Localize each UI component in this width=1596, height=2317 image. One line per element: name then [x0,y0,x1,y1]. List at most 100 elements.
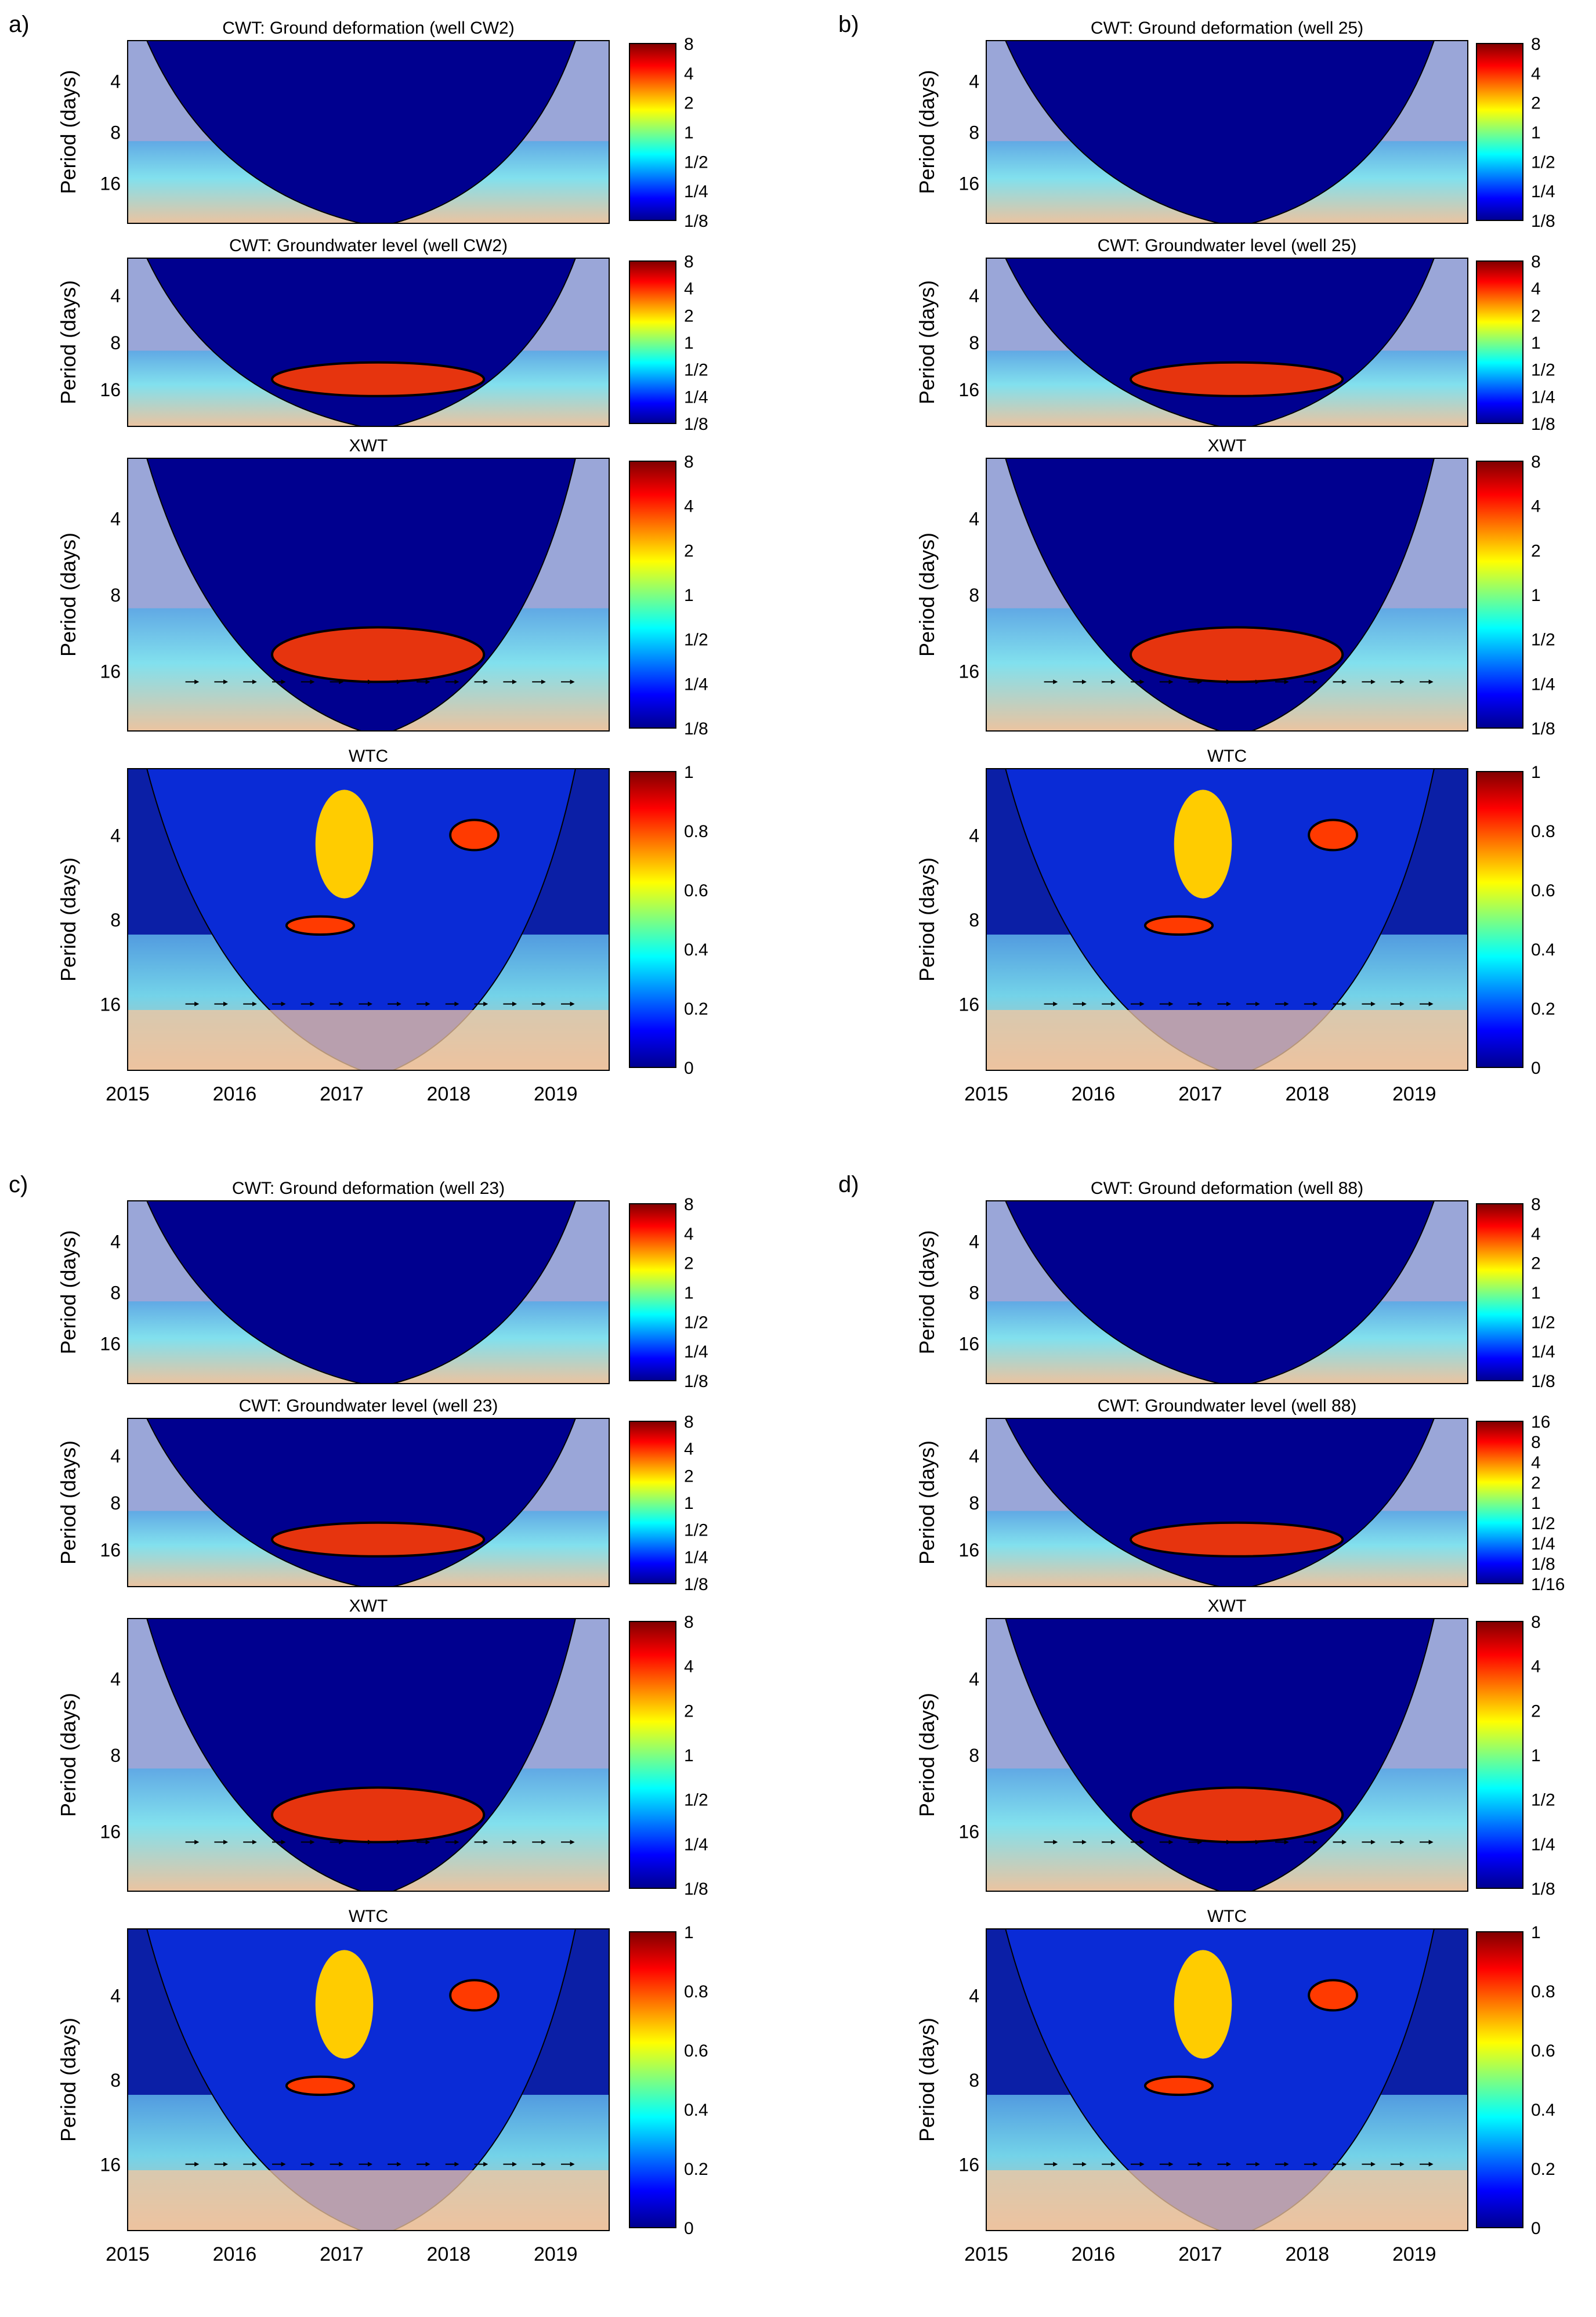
period-tick: 4 [110,1985,121,2006]
colorbar-tick: 0.8 [1531,1982,1555,2001]
period-tick: 16 [958,994,979,1015]
colorbar-tick: 1 [1531,334,1541,353]
y-axis-label: Period (days) [56,1440,80,1565]
colorbar-tick: 1/4 [1531,182,1555,201]
axes-frame [986,768,1468,1071]
colorbar-tick: 4 [684,1225,694,1244]
colorbar-tick: 2 [684,1254,694,1273]
colorbar-tick: 4 [1531,1225,1541,1244]
colorbar-tick: 1/4 [1531,1835,1555,1854]
panel-b-1: CWT: Groundwater level (well 25) Period (… [915,236,1555,434]
colorbar-tick: 1 [684,1923,694,1942]
colorbar-tick: 1 [684,124,694,143]
colorbar-tick: 1/8 [684,1575,708,1594]
colorbar-tick: 1/4 [684,1548,708,1567]
coherence-blob [315,1950,374,2059]
colorbar-tick: 0.4 [684,940,708,960]
period-tick: 8 [969,1493,979,1514]
panel-title: CWT: Groundwater level (well 25) [1098,236,1357,255]
power-blob [272,627,484,682]
period-tick: 16 [100,2155,121,2175]
colorbar-tick: 1/2 [1531,361,1555,380]
x-tick: 2019 [1392,1083,1436,1105]
period-tick: 4 [110,1231,121,1252]
colorbar-tick: 0.6 [1531,2041,1555,2061]
panel-b-0: CWT: Ground deformation (well 25) Period … [915,19,1555,231]
colorbar-tick: 8 [1531,1195,1541,1214]
colorbar-tick: 0.2 [684,1000,708,1019]
coherence-contour [1308,1979,1359,2012]
colorbar-tick: 0.2 [684,2160,708,2179]
coherence-contour [449,1979,500,2012]
coherence-contour [285,915,356,936]
period-tick: 8 [110,1493,121,1514]
colorbar-tick: 1/8 [684,1880,708,1899]
colorbar-tick: 1/2 [1531,1514,1555,1533]
figure-a: a) CWT: Ground deformation (well CW2) Peri… [9,12,708,1105]
x-tick: 2016 [1072,1083,1116,1105]
panel-title: CWT: Ground deformation (well CW2) [222,19,514,38]
y-axis-label: Period (days) [915,70,939,194]
y-axis-label: Period (days) [56,2018,80,2142]
power-blob [1131,627,1343,682]
colorbar-tick: 1/4 [1531,675,1555,694]
x-tick: 2017 [1178,1083,1222,1105]
colorbar-tick: 8 [1531,35,1541,54]
colorbar-tick: 8 [684,1195,694,1214]
colorbar-tick: 2 [684,1701,694,1721]
cone-of-influence [146,1619,576,1891]
cone-of-influence [1005,1619,1435,1891]
period-tick: 16 [958,2155,979,2175]
figure-c: c) CWT: Ground deformation (well 23) Perio… [9,1172,708,2265]
colorbar-tick: 0.8 [684,1982,708,2001]
colorbar-tick: 8 [1531,452,1541,472]
significance-contour [1130,1786,1344,1844]
cone-of-influence [1005,458,1435,731]
period-tick: 4 [969,1446,979,1467]
period-tick: 8 [969,1283,979,1304]
y-axis-label: Period (days) [915,1693,939,1817]
colorbar-tick: 1/8 [684,1372,708,1391]
colorbar-tick: 1/4 [684,1342,708,1362]
x-tick: 2015 [106,1083,150,1105]
colorbar-tick: 4 [684,64,694,84]
y-axis-label: Period (days) [915,533,939,657]
power-blob [272,362,484,396]
y-axis-label: Period (days) [915,1230,939,1354]
period-tick: 8 [969,910,979,931]
x-tick: 2016 [1072,2243,1116,2265]
coherence-contour [449,819,500,852]
x-tick: 2016 [213,2243,257,2265]
colorbar-tick: 1/4 [1531,388,1555,407]
period-tick: 16 [100,1822,121,1842]
colorbar [1476,1931,1523,2228]
colorbar [629,1421,676,1584]
panel-title: WTC [349,1907,388,1926]
plot-area [128,1201,609,1384]
figure-d: d) CWT: Ground deformation (well 88) Perio… [838,1172,1565,2265]
period-tick: 4 [110,508,121,529]
figure-b: b) CWT: Ground deformation (well 25) Perio… [838,12,1555,1105]
colorbar-tick: 2 [1531,1474,1541,1493]
power-blob [1131,1787,1343,1842]
period-tick: 8 [110,910,121,931]
colorbar-tick: 4 [684,1440,694,1459]
power-blob [272,1522,484,1556]
colorbar-tick: 1/16 [1531,1575,1565,1594]
colorbar-tick: 1/2 [1531,1313,1555,1332]
colorbar-tick: 1/4 [684,1835,708,1854]
axes-frame [127,1418,610,1587]
period-tick: 16 [100,1540,121,1561]
axes-frame [986,1418,1468,1587]
colorbar-tick: 1/8 [684,415,708,434]
colorbar-tick: 0 [1531,1059,1541,1078]
colorbar-tick: 1/4 [684,182,708,201]
period-tick: 8 [110,122,121,143]
axes-frame [127,768,610,1071]
panel-b-3: WTC Period (days) 4 8 16 2015 2016 2017 2018 2019… [915,747,1555,1105]
period-tick: 8 [969,122,979,143]
period-tick: 8 [969,1745,979,1766]
plot-area [986,769,1468,1070]
plot-area [128,41,609,223]
colorbar-tick: 1/8 [1531,1880,1555,1899]
